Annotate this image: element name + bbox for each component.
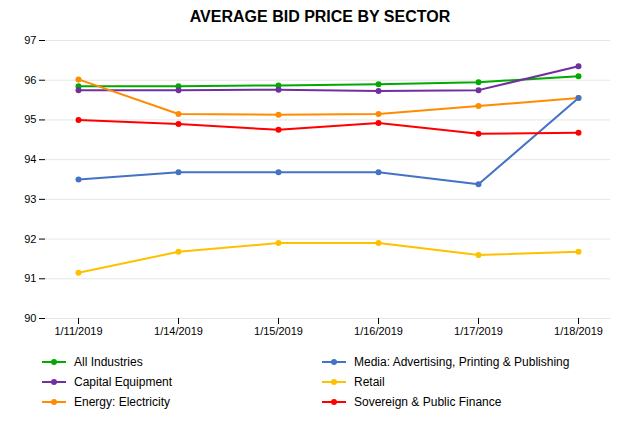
svg-text:1/15/2019: 1/15/2019	[254, 325, 303, 337]
html-text:Retail: Retail	[354, 375, 385, 389]
html-text:Capital Equipment: Capital Equipment	[74, 375, 173, 389]
svg-text:95: 95	[24, 113, 36, 125]
html-text:Energy: Electricity: Energy: Electricity	[74, 395, 170, 409]
svg-text:1/16/2019: 1/16/2019	[354, 325, 403, 337]
svg-text:1/18/2019: 1/18/2019	[554, 325, 603, 337]
svg-text:1/14/2019: 1/14/2019	[154, 325, 203, 337]
html-text:Sovereign & Public Finance: Sovereign & Public Finance	[354, 395, 502, 409]
svg-text:1/17/2019: 1/17/2019	[454, 325, 503, 337]
svg-text:1/11/2019: 1/11/2019	[54, 325, 102, 337]
svg-text:91: 91	[24, 272, 36, 284]
svg-text:96: 96	[24, 74, 36, 86]
html-text:AVERAGE BID PRICE BY SECTOR: AVERAGE BID PRICE BY SECTOR	[189, 8, 451, 25]
html-text:Media: Advertising, Printing &: Media: Advertising, Printing & Publishin…	[354, 355, 570, 369]
svg-text:97: 97	[24, 34, 36, 46]
html-text:All Industries: All Industries	[74, 355, 143, 369]
svg-text:90: 90	[24, 312, 36, 324]
svg-text:93: 93	[24, 193, 36, 205]
svg-text:92: 92	[24, 233, 36, 245]
svg-text:94: 94	[24, 153, 36, 165]
